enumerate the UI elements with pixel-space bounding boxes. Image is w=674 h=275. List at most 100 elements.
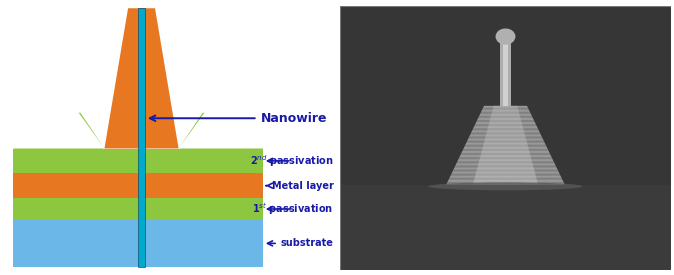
Polygon shape: [462, 151, 549, 152]
Bar: [13, 220, 263, 267]
Polygon shape: [483, 145, 528, 147]
Polygon shape: [480, 156, 531, 157]
Bar: [499, 66, 512, 68]
Bar: [13, 198, 263, 220]
Bar: [503, 47, 508, 49]
Polygon shape: [465, 144, 546, 145]
Polygon shape: [493, 107, 518, 108]
Bar: [499, 82, 512, 84]
Polygon shape: [479, 163, 532, 164]
Bar: [499, 77, 512, 79]
Polygon shape: [449, 177, 562, 178]
Polygon shape: [487, 131, 524, 132]
Bar: [503, 84, 508, 85]
Bar: [499, 68, 512, 69]
Bar: [503, 46, 508, 47]
Bar: [503, 96, 508, 98]
Text: Nanowire: Nanowire: [150, 112, 327, 125]
Bar: [499, 60, 512, 62]
Polygon shape: [477, 169, 534, 170]
Polygon shape: [466, 143, 545, 144]
Polygon shape: [460, 156, 551, 157]
Polygon shape: [464, 145, 547, 147]
Polygon shape: [474, 126, 537, 127]
Circle shape: [496, 29, 515, 44]
Bar: [499, 63, 512, 65]
Bar: [503, 85, 508, 87]
Polygon shape: [448, 181, 563, 182]
Bar: [503, 98, 508, 100]
Bar: [503, 73, 508, 74]
Bar: [499, 90, 512, 92]
Text: 2$^{nd}$ passivation: 2$^{nd}$ passivation: [250, 153, 334, 169]
Polygon shape: [470, 135, 541, 136]
Polygon shape: [479, 160, 532, 161]
Bar: [499, 65, 512, 66]
Text: substrate: substrate: [268, 238, 334, 248]
Bar: [499, 101, 512, 103]
Bar: [499, 92, 512, 93]
Polygon shape: [450, 176, 561, 177]
Bar: [499, 50, 512, 52]
Bar: [503, 95, 508, 96]
Polygon shape: [464, 147, 547, 148]
Polygon shape: [467, 140, 544, 141]
Polygon shape: [487, 128, 524, 130]
Polygon shape: [488, 126, 523, 127]
Polygon shape: [481, 111, 530, 112]
Polygon shape: [474, 124, 537, 126]
Polygon shape: [448, 180, 563, 181]
Bar: [499, 84, 512, 85]
Polygon shape: [482, 108, 529, 110]
Bar: [503, 63, 508, 65]
Bar: [340, 185, 671, 270]
Bar: [499, 103, 512, 104]
Polygon shape: [455, 165, 556, 167]
Polygon shape: [476, 172, 535, 173]
Bar: [503, 93, 508, 95]
Bar: [503, 54, 508, 55]
Bar: [503, 77, 508, 79]
Bar: [503, 57, 508, 58]
Polygon shape: [470, 134, 541, 135]
Polygon shape: [468, 139, 543, 140]
Polygon shape: [474, 177, 537, 178]
Bar: [499, 69, 512, 71]
Polygon shape: [468, 138, 543, 139]
Bar: [503, 104, 508, 106]
Ellipse shape: [428, 182, 583, 190]
Polygon shape: [450, 174, 561, 176]
Polygon shape: [476, 173, 535, 174]
Polygon shape: [483, 107, 528, 108]
Polygon shape: [459, 157, 552, 159]
Bar: [503, 90, 508, 92]
Polygon shape: [479, 159, 532, 160]
Polygon shape: [487, 132, 524, 134]
Bar: [503, 71, 508, 73]
Polygon shape: [462, 149, 549, 151]
Polygon shape: [477, 167, 534, 168]
Polygon shape: [453, 169, 558, 170]
Polygon shape: [480, 114, 531, 115]
Polygon shape: [460, 155, 551, 156]
Polygon shape: [491, 115, 520, 116]
Polygon shape: [456, 164, 555, 165]
Bar: [503, 69, 508, 71]
Polygon shape: [484, 141, 527, 143]
Bar: [503, 60, 508, 62]
Polygon shape: [478, 118, 533, 119]
Polygon shape: [491, 112, 520, 114]
Polygon shape: [483, 144, 528, 145]
Bar: [503, 103, 508, 104]
Polygon shape: [460, 153, 551, 155]
Polygon shape: [491, 114, 520, 115]
Polygon shape: [492, 111, 519, 112]
Bar: [499, 85, 512, 87]
Polygon shape: [477, 170, 534, 172]
Polygon shape: [479, 161, 532, 163]
Polygon shape: [491, 116, 520, 118]
Polygon shape: [477, 168, 534, 169]
Bar: [13, 148, 263, 173]
Polygon shape: [485, 140, 526, 141]
Polygon shape: [483, 106, 528, 107]
